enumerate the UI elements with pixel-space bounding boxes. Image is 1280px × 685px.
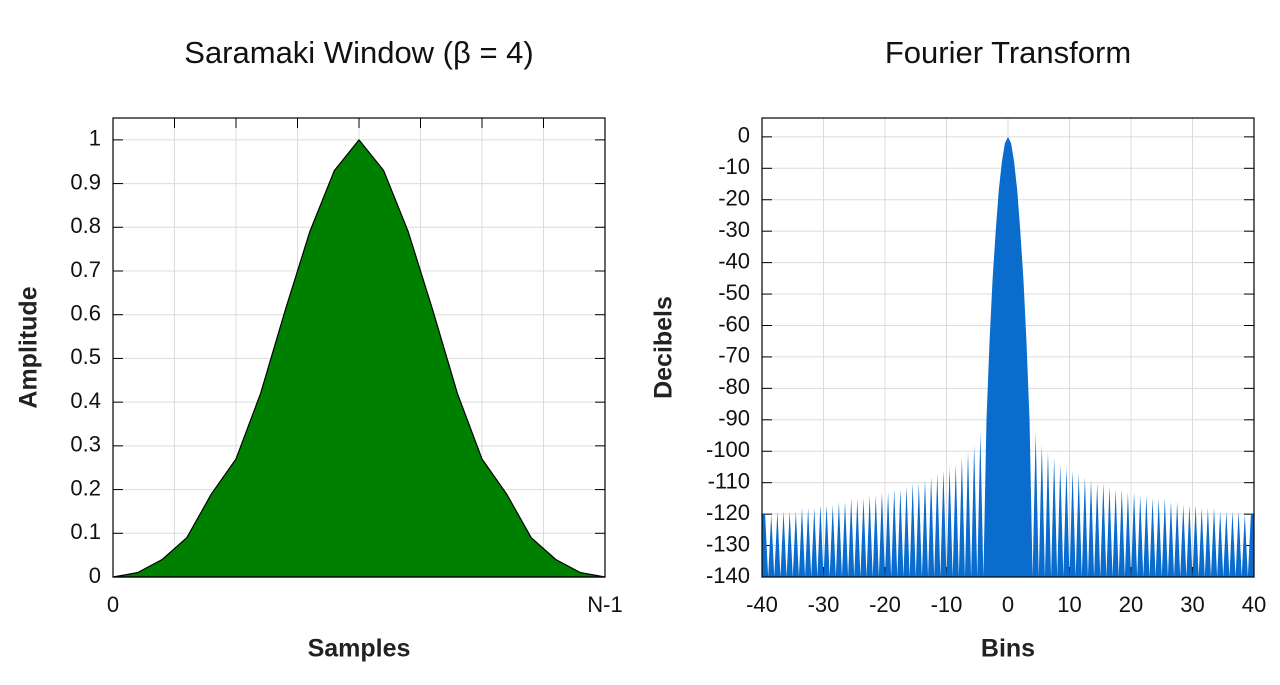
y-tick-label: 0.5 bbox=[70, 344, 101, 369]
x-tick-label: 30 bbox=[1180, 592, 1204, 617]
y-tick-label: -130 bbox=[706, 531, 750, 556]
y-tick-label: 0 bbox=[89, 563, 101, 588]
x-tick-label: 10 bbox=[1057, 592, 1081, 617]
y-tick-label: -40 bbox=[718, 248, 750, 273]
y-tick-label: 1 bbox=[89, 126, 101, 151]
y-tick-label: -100 bbox=[706, 437, 750, 462]
y-tick-label: 0.6 bbox=[70, 301, 101, 326]
y-tick-label: -70 bbox=[718, 343, 750, 368]
y-tick-label: 0.4 bbox=[70, 388, 101, 413]
y-tick-label: -30 bbox=[718, 217, 750, 242]
x-tick-label: 0 bbox=[1002, 592, 1014, 617]
x-tick-label: 20 bbox=[1119, 592, 1143, 617]
y-tick-label: -10 bbox=[718, 154, 750, 179]
y-tick-label: 0 bbox=[738, 123, 750, 148]
y-tick-label: 0.9 bbox=[70, 169, 101, 194]
y-tick-label: -140 bbox=[706, 563, 750, 588]
y-tick-label: -120 bbox=[706, 500, 750, 525]
plot-frame bbox=[112, 117, 606, 578]
y-tick-label: -80 bbox=[718, 374, 750, 399]
y-tick-label: 0.2 bbox=[70, 475, 101, 500]
area bbox=[112, 139, 606, 578]
plot-frame bbox=[761, 117, 1255, 578]
x-axis-label: Bins bbox=[981, 635, 1035, 663]
x-tick-label: -20 bbox=[869, 592, 901, 617]
y-tick-label: -90 bbox=[718, 406, 750, 431]
x-tick-label: -30 bbox=[808, 592, 840, 617]
x-tick-label: 40 bbox=[1242, 592, 1266, 617]
y-tick-label: -60 bbox=[718, 311, 750, 336]
y-tick-label: 0.1 bbox=[70, 519, 101, 544]
x-tick-label: N-1 bbox=[587, 592, 622, 617]
y-tick-label: 0.3 bbox=[70, 432, 101, 457]
y-tick-label: -110 bbox=[708, 468, 750, 493]
x-tick-label: -10 bbox=[931, 592, 963, 617]
y-tick-label: -50 bbox=[718, 280, 750, 305]
y-axis-label: Decibels bbox=[650, 296, 678, 399]
x-tick-label: 0 bbox=[107, 592, 119, 617]
chart-title: Fourier Transform bbox=[885, 35, 1131, 70]
y-axis-label: Amplitude bbox=[15, 286, 43, 408]
y-tick-label: -20 bbox=[718, 186, 750, 211]
x-axis-label: Samples bbox=[308, 635, 411, 663]
y-tick-label: 0.7 bbox=[70, 257, 101, 282]
y-tick-label: 0.8 bbox=[70, 213, 101, 238]
chart-title: Saramaki Window (β = 4) bbox=[184, 35, 533, 70]
area bbox=[762, 136, 1254, 578]
x-tick-label: -40 bbox=[746, 592, 778, 617]
